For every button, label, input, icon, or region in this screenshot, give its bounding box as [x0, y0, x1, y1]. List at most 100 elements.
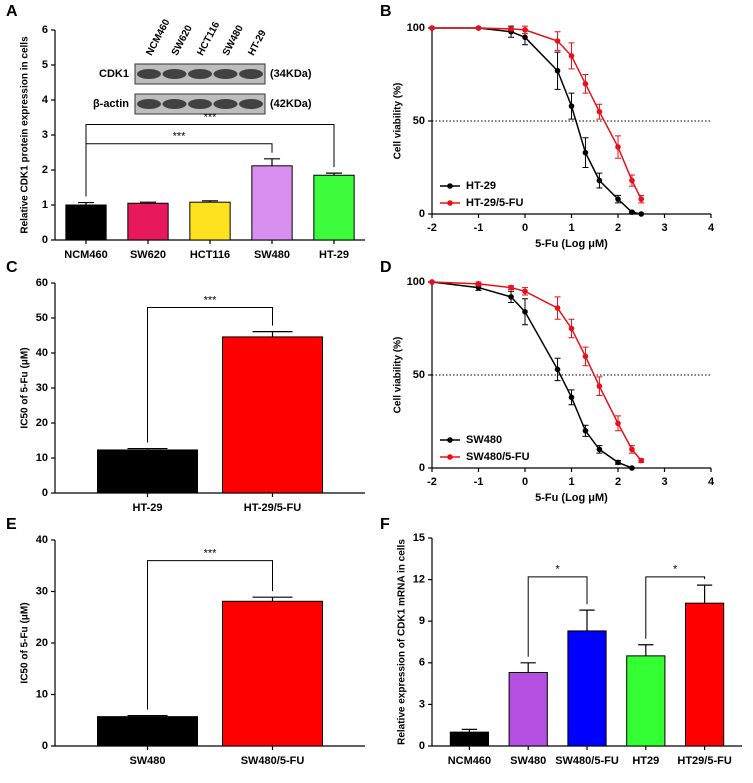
- x-tick-label: HT-29: [319, 249, 349, 261]
- marker: [638, 196, 645, 202]
- marker: [638, 457, 645, 464]
- marker: [554, 305, 561, 311]
- x-tick-label: -1: [474, 476, 484, 488]
- panel-label: F: [380, 516, 390, 533]
- bar: [626, 655, 666, 747]
- x-tick-label: 4: [708, 222, 715, 234]
- blot-band: [162, 69, 187, 79]
- bar: [684, 602, 725, 747]
- x-tick-label: 0: [522, 476, 528, 488]
- x-tick-label: HCT116: [190, 249, 230, 261]
- y-tick-label: 3: [419, 698, 425, 710]
- marker: [475, 25, 482, 31]
- x-tick-label: 2: [615, 222, 621, 234]
- y-tick-label: 2: [42, 164, 48, 176]
- y-tick-label: 6: [419, 657, 425, 669]
- panel-label: E: [6, 516, 17, 533]
- legend-label: HT-29/5-FU: [466, 197, 524, 209]
- marker: [596, 108, 603, 115]
- marker: [429, 279, 435, 285]
- bar: [313, 174, 355, 241]
- y-axis-label: IC50 of 5-Fu (μM): [20, 602, 31, 683]
- blot-band: [213, 69, 238, 79]
- error-bar: [127, 715, 168, 717]
- y-tick-label: 20: [36, 417, 48, 429]
- marker: [615, 420, 621, 427]
- panel-label: C: [6, 259, 18, 276]
- marker: [582, 81, 589, 87]
- series-line: [431, 281, 633, 469]
- marker: [582, 353, 589, 360]
- y-axis-label: Cell viability (%): [393, 337, 404, 414]
- y-tick-label: 50: [413, 115, 425, 127]
- lane-label: HT-29: [246, 28, 269, 58]
- x-tick-label: SW480/5-FU: [555, 755, 619, 767]
- y-tick-label: 40: [36, 534, 48, 546]
- blot-band: [188, 99, 212, 109]
- y-tick-label: 50: [36, 312, 48, 324]
- marker: [554, 366, 561, 373]
- blot-band: [137, 69, 161, 79]
- lane-label: HCT116: [195, 20, 222, 58]
- y-axis-label: Relative CDK1 protein expression in cell…: [20, 36, 31, 234]
- legend-marker: [447, 437, 453, 443]
- blot-row-label: β-actin: [93, 98, 129, 110]
- x-tick-label: HT29: [632, 755, 659, 767]
- x-tick-label: SW480/5-FU: [241, 755, 305, 767]
- error-bar: [201, 200, 219, 203]
- x-tick-label: SW480: [254, 249, 290, 261]
- error-bar: [252, 331, 293, 337]
- legend-label: SW480: [466, 434, 502, 446]
- significance-label: ***: [204, 548, 218, 560]
- y-axis-label: IC50 of 5-Fu (μM): [20, 347, 31, 428]
- error-bar: [520, 662, 536, 673]
- y-tick-label: 4: [42, 94, 49, 106]
- significance-bracket: [147, 307, 273, 443]
- lane-label: NCM460: [144, 17, 172, 57]
- marker: [596, 446, 603, 453]
- significance-bracket: [85, 124, 335, 197]
- bar: [97, 449, 198, 494]
- marker: [629, 446, 635, 453]
- panel-label: D: [380, 259, 392, 276]
- panel-label: B: [380, 3, 392, 20]
- x-tick-label: SW480: [129, 755, 165, 767]
- series-line: [432, 27, 642, 215]
- x-axis-label: 5-Fu (Log μM): [535, 238, 608, 250]
- blot-band: [239, 99, 263, 109]
- error-bar: [461, 728, 478, 733]
- error-bar: [579, 609, 595, 631]
- legend-marker: [447, 200, 453, 206]
- marker: [582, 428, 589, 434]
- y-tick-label: 100: [407, 276, 425, 288]
- marker: [475, 281, 482, 287]
- y-tick-label: 40: [36, 347, 48, 359]
- x-tick-label: NCM460: [64, 249, 107, 261]
- significance-bracket: [527, 576, 588, 657]
- x-tick-label: SW620: [130, 249, 166, 261]
- x-tick-label: 3: [661, 222, 667, 234]
- bar: [222, 336, 323, 494]
- marker: [568, 325, 575, 332]
- x-tick-label: 0: [522, 222, 528, 234]
- significance-label: *: [555, 564, 560, 576]
- error-bar: [252, 596, 293, 602]
- marker: [568, 53, 575, 59]
- x-tick-label: 1: [568, 476, 574, 488]
- blot-band: [137, 99, 161, 109]
- x-tick-label: -1: [474, 222, 484, 234]
- y-tick-label: 30: [36, 585, 48, 597]
- y-tick-label: 0: [42, 234, 48, 246]
- significance-bracket: [147, 560, 273, 710]
- x-tick-label: NCM460: [448, 755, 491, 767]
- blot-band: [188, 69, 212, 79]
- bar: [508, 672, 548, 747]
- x-tick-label: 3: [661, 476, 667, 488]
- significance-bracket: [85, 143, 273, 197]
- y-tick-label: 50: [413, 369, 425, 381]
- y-tick-label: 3: [42, 129, 48, 141]
- bar: [127, 202, 169, 241]
- y-tick-label: 6: [42, 24, 48, 36]
- marker: [629, 465, 635, 471]
